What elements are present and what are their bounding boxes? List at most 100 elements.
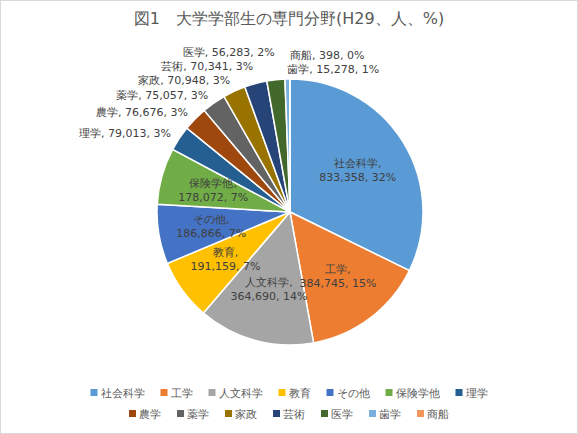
data-label: 芸術, 70,341, 3% bbox=[161, 60, 253, 73]
label-part: 医学 bbox=[183, 46, 205, 59]
label-part: 833,358 bbox=[319, 171, 365, 184]
label-part: 75,057 bbox=[145, 89, 184, 102]
label-part: , bbox=[276, 290, 283, 303]
label-part: , bbox=[236, 260, 243, 273]
label-part: , bbox=[340, 49, 347, 62]
label-part: 3% bbox=[236, 60, 253, 73]
legend-item: 薬学 bbox=[177, 408, 209, 421]
legend-swatch bbox=[129, 410, 136, 417]
legend-item: 教育 bbox=[279, 387, 311, 400]
label-part: 2% bbox=[257, 46, 274, 59]
label-part: 191,159 bbox=[191, 260, 237, 273]
slices bbox=[157, 79, 423, 345]
legend-label: 社会科学 bbox=[101, 387, 145, 400]
legend-item: 芸術 bbox=[273, 408, 305, 421]
label-part: , bbox=[289, 276, 293, 289]
label-part: 3% bbox=[191, 89, 208, 102]
legend-swatch bbox=[417, 410, 424, 417]
data-label: 歯学, 15,278, 1% bbox=[287, 63, 379, 76]
data-label: その他,186,866, 7% bbox=[176, 213, 246, 240]
label-part: , bbox=[164, 106, 171, 119]
label-part: , bbox=[118, 106, 125, 119]
slice bbox=[167, 212, 290, 313]
title: 図1 大学学部生の専門分野(H29、人、%) bbox=[134, 9, 444, 28]
label-part: 32% bbox=[372, 171, 396, 184]
label-part: 364,690 bbox=[231, 290, 277, 303]
label-part: 家政 bbox=[138, 74, 160, 87]
legend-swatch bbox=[321, 410, 328, 417]
label-part: , bbox=[312, 49, 319, 62]
label-part: , bbox=[224, 191, 231, 204]
slice bbox=[289, 79, 291, 212]
label-part: , bbox=[229, 60, 236, 73]
label-part: 7% bbox=[231, 191, 248, 204]
legend-label: 歯学 bbox=[379, 408, 401, 421]
label-part: , bbox=[226, 213, 230, 226]
label-part: 工学 bbox=[325, 263, 347, 276]
data-label: 保険学他,178,072, 7% bbox=[178, 177, 248, 204]
label-part: 70,948 bbox=[167, 74, 206, 87]
label-part: , bbox=[146, 127, 153, 140]
label-part: 3% bbox=[171, 106, 188, 119]
label-part: , bbox=[206, 74, 213, 87]
label-part: , bbox=[184, 89, 191, 102]
slice bbox=[285, 79, 290, 212]
label-part: 人文科学 bbox=[245, 276, 289, 289]
label-part: , bbox=[138, 89, 145, 102]
label-part: , bbox=[222, 227, 229, 240]
data-label: 商船, 398, 0% bbox=[290, 49, 364, 62]
legend-item: その他 bbox=[327, 387, 370, 400]
chart: 図1 大学学部生の専門分野(H29、人、%)社会科学,833,358, 32%工… bbox=[0, 0, 578, 434]
label-part: , bbox=[233, 177, 237, 190]
label-part: その他 bbox=[193, 213, 226, 226]
label-part: 社会科学 bbox=[334, 157, 378, 170]
label-part: 70,341 bbox=[190, 60, 229, 73]
legend-swatch bbox=[327, 389, 334, 396]
legend-label: 家政 bbox=[235, 408, 257, 421]
legend-swatch bbox=[369, 410, 376, 417]
data-label: 工学,384,745, 15% bbox=[300, 263, 377, 290]
label-part: 384,745 bbox=[300, 277, 346, 290]
legend-item: 人文科学 bbox=[209, 387, 263, 400]
label-part: 3% bbox=[213, 74, 230, 87]
legend-item: 工学 bbox=[161, 387, 193, 400]
legend-item: 社会科学 bbox=[91, 387, 145, 400]
label-part: , bbox=[160, 74, 167, 87]
legend-label: 医学 bbox=[331, 408, 353, 421]
label-part: , bbox=[365, 171, 372, 184]
legend-label: 理学 bbox=[466, 387, 488, 400]
legend-swatch bbox=[161, 389, 168, 396]
legend-swatch bbox=[177, 410, 184, 417]
label-part: 7% bbox=[243, 260, 260, 273]
legend-label: 工学 bbox=[171, 387, 193, 400]
data-labels: 社会科学,833,358, 32%工学,384,745, 15%人文科学,364… bbox=[79, 46, 396, 303]
legend-swatch bbox=[456, 389, 463, 396]
legend-item: 医学 bbox=[321, 408, 353, 421]
legend-label: 教育 bbox=[289, 387, 311, 400]
legend-swatch bbox=[225, 410, 232, 417]
label-part: , bbox=[345, 277, 352, 290]
slice bbox=[267, 79, 290, 212]
data-label: 人文科学,364,690, 14% bbox=[231, 276, 308, 303]
data-label: 薬学, 75,057, 3% bbox=[116, 89, 208, 102]
data-label: 社会科学,833,358, 32% bbox=[319, 157, 396, 184]
label-part: , bbox=[309, 63, 316, 76]
legend-swatch bbox=[386, 389, 393, 396]
label-part: 保険学他 bbox=[189, 177, 233, 190]
legend-label: 農学 bbox=[139, 408, 161, 421]
legend: 社会科学工学人文科学教育その他保険学他理学農学薬学家政芸術医学歯学商船 bbox=[91, 387, 488, 421]
label-part: 理学 bbox=[79, 127, 101, 140]
label-part: 商船 bbox=[290, 49, 312, 62]
label-part: 1% bbox=[362, 63, 379, 76]
label-part: , bbox=[235, 246, 239, 259]
label-part: 芸術 bbox=[161, 60, 183, 73]
label-part: , bbox=[347, 263, 351, 276]
slice bbox=[157, 204, 290, 263]
label-part: 79,013 bbox=[108, 127, 147, 140]
label-part: 歯学 bbox=[287, 63, 309, 76]
label-part: 178,072 bbox=[178, 191, 224, 204]
label-part: 3% bbox=[153, 127, 170, 140]
legend-item: 保険学他 bbox=[386, 387, 440, 400]
legend-item: 理学 bbox=[456, 387, 488, 400]
label-part: 農学 bbox=[96, 106, 118, 119]
